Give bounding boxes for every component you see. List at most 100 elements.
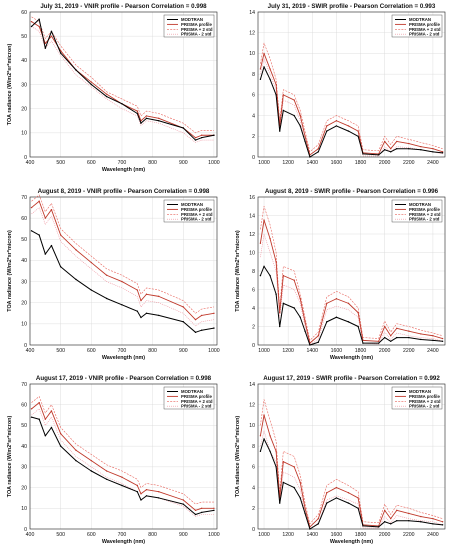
x-tick-label: 900 xyxy=(179,532,188,538)
data-point xyxy=(145,495,148,497)
data-point xyxy=(140,493,142,495)
data-point xyxy=(200,314,203,317)
data-point xyxy=(377,340,380,342)
data-point xyxy=(420,338,422,341)
data-point xyxy=(259,78,262,81)
data-point xyxy=(59,52,62,54)
y-tick-label: 20 xyxy=(21,106,27,112)
data-point xyxy=(293,279,295,281)
data-point xyxy=(347,125,350,127)
y-tick-label: 0 xyxy=(252,527,255,533)
data-point xyxy=(145,293,148,295)
data-point xyxy=(299,497,301,499)
legend-entry: PRISMA + 2 std xyxy=(409,27,441,32)
data-point xyxy=(383,509,386,512)
x-tick-label: 2000 xyxy=(379,160,391,166)
x-axis-label: Wavelength (nm) xyxy=(102,167,145,173)
data-point xyxy=(432,523,434,525)
y-tick-label: 6 xyxy=(252,465,255,471)
data-point xyxy=(200,329,203,331)
x-tick-label: 2400 xyxy=(427,160,439,166)
data-point xyxy=(269,274,271,277)
data-point xyxy=(408,148,410,150)
y-tick-label: 20 xyxy=(21,301,27,307)
data-point xyxy=(50,426,53,429)
x-tick-label: 600 xyxy=(87,160,96,166)
y-tick-label: 20 xyxy=(21,485,27,491)
legend-entry: MODTRAN xyxy=(409,389,431,394)
x-tick-label: 1600 xyxy=(331,348,343,354)
data-point xyxy=(383,140,386,143)
legend-entry: MODTRAN xyxy=(181,389,203,394)
data-point xyxy=(121,476,123,478)
data-point xyxy=(136,484,138,487)
data-point xyxy=(194,136,197,139)
x-tick-label: 1000 xyxy=(208,348,220,354)
x-tick-label: 1000 xyxy=(258,532,270,538)
y-tick-label: 4 xyxy=(252,485,255,491)
data-point xyxy=(182,499,184,501)
x-tick-label: 1800 xyxy=(355,160,367,166)
y-tick-label: 10 xyxy=(249,250,255,256)
data-point xyxy=(50,30,53,33)
data-point xyxy=(347,502,350,504)
x-tick-label: 800 xyxy=(148,532,157,538)
y-tick-label: 0 xyxy=(252,343,255,349)
chart-panel-1: 400 500 600 700 800 900 1000 0 10 20 30 40 50 60 July … xyxy=(7,3,220,173)
data-point xyxy=(377,154,380,156)
data-point xyxy=(269,450,271,453)
data-point xyxy=(269,68,271,70)
chart-title: August 17, 2019 - SWIR profile - Pearson… xyxy=(263,375,440,382)
data-point xyxy=(326,130,328,132)
data-point xyxy=(275,466,277,468)
data-point xyxy=(136,310,138,312)
data-point xyxy=(396,327,398,330)
x-tick-label: 1600 xyxy=(331,532,343,538)
data-point xyxy=(335,120,338,122)
data-point xyxy=(293,114,295,117)
data-point xyxy=(335,486,338,489)
data-point xyxy=(75,69,77,71)
data-point xyxy=(182,127,184,129)
series-line-prisma-profile xyxy=(259,52,443,156)
data-point xyxy=(90,289,93,291)
data-point xyxy=(377,526,380,528)
data-point xyxy=(158,117,160,120)
y-tick-label: 60 xyxy=(21,403,27,409)
data-point xyxy=(158,314,160,317)
data-point xyxy=(293,486,295,489)
data-point xyxy=(432,339,434,342)
data-point xyxy=(377,342,380,344)
data-point xyxy=(432,151,434,153)
data-point xyxy=(357,135,359,137)
legend-entry: PRISMA profile xyxy=(181,22,212,27)
series-line-prisma-profile xyxy=(259,219,443,344)
y-tick-label: 12 xyxy=(249,403,255,409)
x-tick-label: 1000 xyxy=(208,532,220,538)
data-point xyxy=(441,521,444,523)
x-tick-label: 2000 xyxy=(379,348,391,354)
axes-frame xyxy=(29,11,218,158)
y-tick-label: 0 xyxy=(24,155,27,161)
data-point xyxy=(279,130,281,132)
data-point xyxy=(282,109,285,112)
data-point xyxy=(335,298,338,300)
data-point xyxy=(50,410,53,412)
x-tick-label: 600 xyxy=(87,348,96,354)
legend-entry: PRISMA + 2 std xyxy=(181,27,213,32)
data-point xyxy=(136,112,138,115)
data-point xyxy=(299,298,301,300)
data-point xyxy=(304,507,306,509)
data-point xyxy=(282,481,285,484)
legend-entry: MODTRAN xyxy=(409,17,431,22)
x-tick-label: 600 xyxy=(87,532,96,538)
data-point xyxy=(326,502,328,504)
series-line-modtran xyxy=(259,438,443,530)
y-tick-label: 40 xyxy=(21,58,27,64)
data-point xyxy=(282,274,285,277)
legend-entry: PRISMA + 2 std xyxy=(181,399,213,404)
y-tick-label: 60 xyxy=(21,10,27,16)
data-point xyxy=(145,312,148,314)
data-point xyxy=(396,336,398,339)
data-point xyxy=(347,492,350,494)
